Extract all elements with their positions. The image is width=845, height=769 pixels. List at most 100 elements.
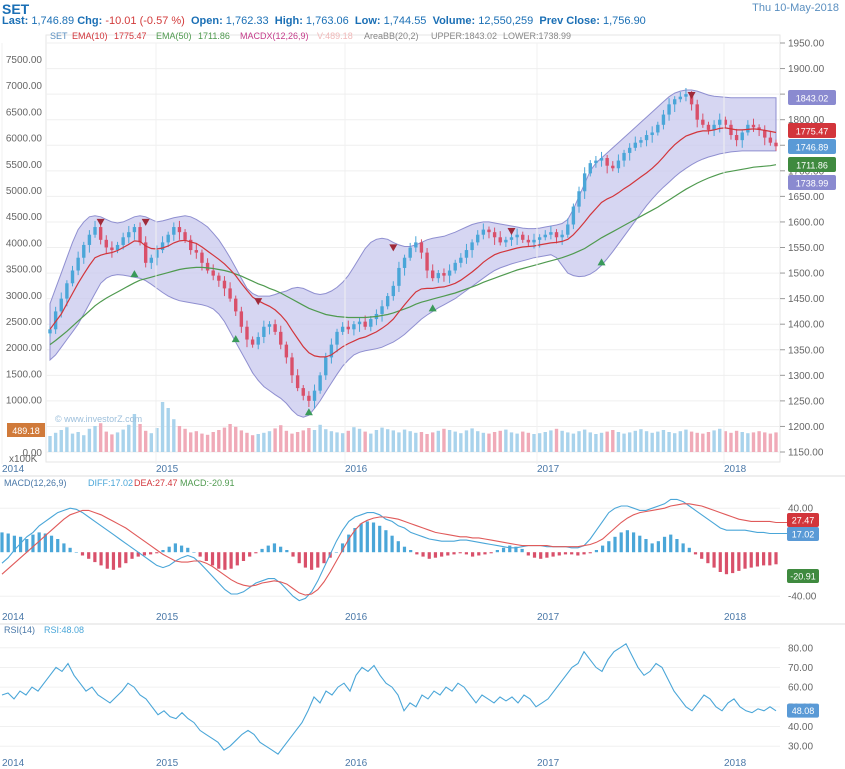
right-axis-tick-label: 1550.00 [788, 243, 825, 254]
macd-histogram-bar [68, 547, 72, 553]
volume-bar [380, 427, 384, 452]
macd-histogram-bar [452, 552, 456, 555]
left-axis-tick-label: 7500.00 [6, 55, 43, 66]
macd-histogram-bar [204, 552, 208, 561]
candle-body [633, 142, 637, 148]
price-legend-item: SET [50, 31, 68, 41]
macd-histogram-bar [545, 552, 549, 558]
badge-last-bg [788, 139, 836, 154]
volume-bar [59, 430, 63, 452]
volume-bar [487, 433, 491, 452]
macd-legend-dea: DEA:27.47 [134, 478, 178, 488]
macd-badge-diff-bg [787, 527, 819, 541]
macd-histogram-bar [724, 552, 729, 575]
macd-histogram-bar [489, 552, 493, 554]
macd-histogram-bar [563, 552, 568, 555]
candle-body [104, 239, 108, 248]
volume-bar [746, 433, 750, 452]
volume-bar [763, 432, 767, 452]
left-axis-tick-label: 6000.00 [6, 134, 43, 145]
candle-body [464, 250, 469, 258]
candle-body [751, 124, 756, 128]
price-legend-item: EMA(10) [72, 31, 108, 41]
candle-body [577, 191, 581, 207]
macd-histogram-bar [378, 525, 382, 553]
volume-bar [633, 430, 637, 452]
macd-histogram-bar [762, 552, 766, 566]
bollinger-band-area [49, 89, 777, 418]
macd-histogram-bar [594, 550, 599, 553]
price-x-label: 2015 [156, 464, 179, 475]
volume-bar [419, 432, 424, 452]
volume-bar [149, 433, 153, 452]
candle-body [566, 224, 570, 235]
right-axis-tick-label: 1300.00 [788, 371, 825, 382]
candle-body [509, 237, 514, 240]
macd-histogram-bar [353, 528, 357, 553]
volume-bar [757, 431, 761, 452]
badge-upper: 1843.02 [796, 94, 829, 104]
macd-histogram-bar [235, 552, 239, 566]
macd-histogram-bar [56, 539, 60, 553]
macd-histogram-bar [631, 532, 636, 553]
candle-body [678, 96, 683, 100]
open-value: 1,762.33 [225, 15, 269, 27]
macd-histogram-bar [80, 552, 85, 556]
volume-bar [48, 436, 52, 452]
candle-body [537, 237, 542, 240]
macd-histogram-bar [470, 552, 475, 557]
candle-body [492, 232, 497, 238]
volume-bar [768, 433, 773, 452]
rsi-badge: 48.08 [792, 706, 815, 716]
buy-signal-marker [428, 304, 437, 312]
sell-signal-marker [507, 228, 516, 236]
candle-body [385, 296, 390, 307]
volume-bar [616, 432, 621, 452]
candle-body [408, 247, 412, 258]
macd-histogram-bar [272, 543, 277, 553]
candle-body [718, 119, 722, 125]
candle-body [487, 229, 491, 233]
left-axis-tick-label: 1000.00 [6, 396, 43, 407]
volume-bar [312, 430, 317, 452]
candle-body [166, 234, 170, 243]
symbol-title: SET [2, 1, 30, 17]
macd-histogram-bar [173, 543, 177, 553]
macd-histogram-bar [458, 552, 462, 554]
candle-body [498, 237, 502, 243]
candle-body [436, 273, 441, 279]
macd-axis-tick-label: 40.00 [788, 504, 813, 515]
macd-histogram-bar [210, 552, 215, 566]
price-x-label: 2018 [724, 464, 747, 475]
candle-body [335, 331, 339, 345]
buy-signal-marker [231, 335, 240, 343]
volume-bar [357, 428, 362, 452]
right-axis-tick-label: 1200.00 [788, 422, 825, 433]
volume-bar [515, 433, 519, 452]
last-label: Last: [2, 15, 29, 27]
volume-bar [549, 430, 553, 452]
macd-legend-label: MACD(12,26,9) [4, 478, 67, 488]
macd-histogram-bar [365, 521, 369, 553]
badge-ema50: 1711.86 [796, 161, 828, 171]
macd-histogram-bar [111, 552, 116, 570]
sell-signal-marker [96, 218, 105, 226]
macd-histogram-bar [508, 545, 512, 553]
right-axis-tick-label: 1650.00 [788, 192, 825, 203]
volume-bar [194, 431, 199, 452]
volume-bar [340, 433, 345, 452]
volume-bar [65, 427, 69, 452]
macd-histogram-bar [37, 532, 41, 553]
macd-diff-line [1, 498, 789, 602]
candle-body [684, 94, 688, 97]
candle-body [504, 239, 508, 243]
candle-body [200, 252, 204, 263]
volume-unit-label: x100K [9, 454, 38, 465]
candle-body [262, 326, 266, 337]
macd-histogram-bar [186, 547, 190, 553]
candle-body [616, 160, 621, 169]
price-legend-item: 1775.47 [114, 31, 147, 41]
candle-body [588, 163, 592, 174]
volume-bar [414, 432, 418, 452]
